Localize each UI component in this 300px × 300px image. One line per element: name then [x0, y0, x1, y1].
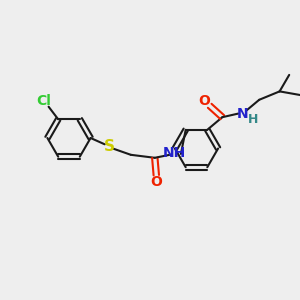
Text: S: S	[104, 139, 115, 154]
Text: N: N	[237, 107, 248, 121]
Text: NH: NH	[163, 146, 186, 160]
Text: Cl: Cl	[36, 94, 51, 108]
Text: H: H	[248, 113, 258, 126]
Text: O: O	[198, 94, 210, 108]
Text: O: O	[150, 175, 162, 189]
